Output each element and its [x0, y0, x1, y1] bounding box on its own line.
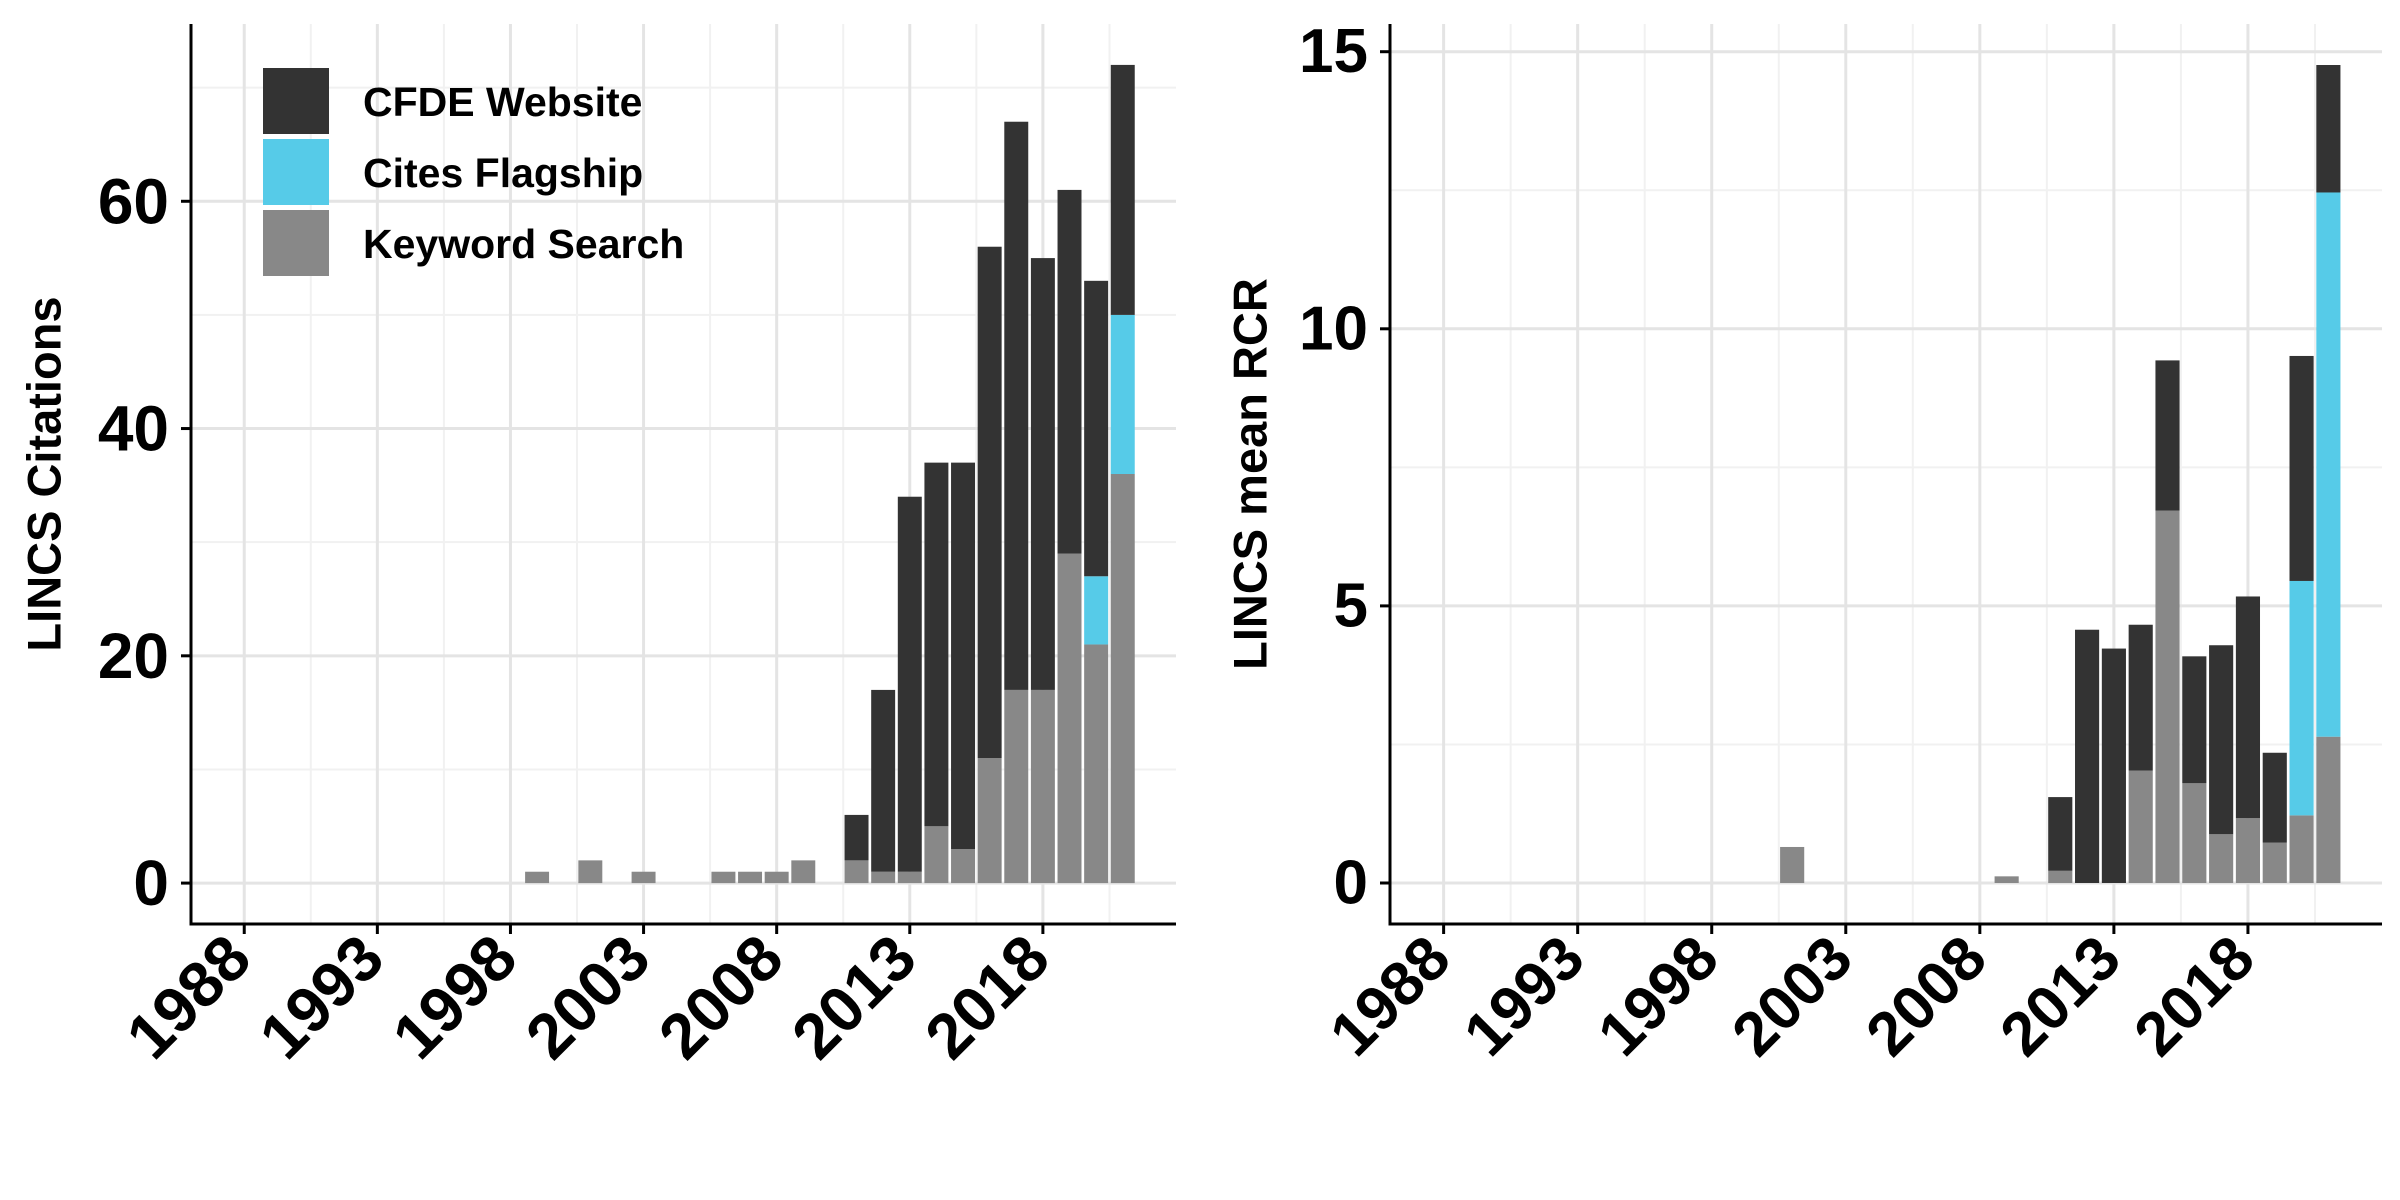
x-tick-label: 2003: [1719, 923, 1865, 1069]
bar-keyword-search: [2182, 783, 2207, 883]
x-tick-label: 2018: [2122, 923, 2268, 1069]
y-tick-label: 5: [1334, 571, 1368, 640]
bar-keyword-search: [2048, 870, 2073, 883]
bar-keyword-search: [1004, 689, 1029, 884]
bar-keyword-search: [1994, 876, 2019, 883]
bar-keyword-search: [791, 860, 816, 884]
bar-cfde-website: [2209, 645, 2234, 835]
y-tick-label: 15: [1299, 17, 1368, 86]
bar-keyword-search: [871, 871, 896, 884]
bar-cfde-website: [1084, 280, 1109, 577]
bar-cfde-website: [2128, 624, 2153, 771]
bar-cfde-website: [2235, 596, 2261, 819]
bar-cfde-website: [844, 814, 869, 861]
bar-cites-flagship: [1110, 314, 1135, 474]
x-tick-label: 1998: [379, 921, 531, 1073]
x-tick-label: 2013: [778, 921, 930, 1073]
legend-label-cites-flagship: Cites Flagship: [363, 150, 643, 196]
x-tick-label: 1993: [246, 921, 398, 1073]
bar-cfde-website: [1004, 121, 1029, 690]
bar-keyword-search: [897, 871, 922, 884]
bar-keyword-search: [2235, 818, 2261, 883]
bar-cfde-website: [1110, 64, 1135, 315]
bars: [525, 64, 1135, 884]
y-tick-label: 60: [98, 165, 169, 237]
bar-keyword-search: [2209, 834, 2234, 883]
bar-keyword-search: [1780, 846, 1805, 883]
legend-label-cfde-website: CFDE Website: [363, 79, 642, 125]
bar-cfde-website: [951, 462, 976, 849]
bar-keyword-search: [1030, 689, 1055, 884]
bar-keyword-search: [2316, 736, 2341, 883]
y-axis-title: LINCS Citations: [18, 296, 71, 651]
x-tick-label: 2013: [1987, 923, 2133, 1069]
y-tick-label: 40: [98, 393, 169, 465]
grid: [1390, 24, 2382, 924]
bar-keyword-search: [764, 871, 789, 884]
bar-keyword-search: [578, 860, 603, 884]
bar-keyword-search: [977, 758, 1002, 884]
bar-cfde-website: [897, 496, 922, 872]
y-tick-label: 10: [1299, 294, 1368, 363]
bar-cites-flagship: [1084, 576, 1109, 645]
legend: CFDE Website Cites Flagship Keyword Search: [263, 68, 684, 276]
bar-cfde-website: [2101, 648, 2126, 883]
bar-cites-flagship: [2316, 192, 2341, 737]
bar-keyword-search: [1084, 644, 1109, 884]
bar-keyword-search: [2155, 510, 2180, 883]
bar-cfde-website: [2155, 360, 2180, 511]
bar-cfde-website: [2289, 355, 2314, 581]
y-axis-title: LINCS mean RCR: [1224, 278, 1277, 670]
x-tick-label: 2008: [645, 921, 797, 1073]
x-tick-label: 1988: [1317, 923, 1463, 1069]
bar-keyword-search: [2262, 842, 2287, 883]
bar-keyword-search: [924, 826, 949, 884]
legend-swatch-keyword-search: [263, 210, 329, 276]
bar-cites-flagship: [2289, 580, 2314, 816]
bar-keyword-search: [844, 860, 869, 884]
bar-keyword-search: [951, 849, 976, 884]
bar-keyword-search: [2128, 770, 2153, 883]
x-tick-label: 2008: [1853, 923, 1999, 1069]
y-tick-label: 0: [133, 847, 169, 919]
x-tick-label: 1988: [113, 921, 265, 1073]
bar-cfde-website: [1030, 258, 1055, 690]
x-tick-label: 1998: [1585, 923, 1731, 1069]
x-tick-label: 2003: [512, 921, 664, 1073]
bar-cfde-website: [2048, 797, 2073, 871]
bar-cfde-website: [2075, 629, 2100, 883]
bar-cfde-website: [977, 246, 1002, 759]
bars: [1780, 65, 2341, 883]
x-tick-label: 2018: [911, 921, 1063, 1073]
x-tick-label: 1993: [1451, 923, 1597, 1069]
bar-cfde-website: [2316, 65, 2341, 193]
bar-cfde-website: [2182, 656, 2207, 784]
bar-cfde-website: [924, 462, 949, 827]
y-tick-label: 0: [1334, 848, 1368, 917]
bar-keyword-search: [525, 871, 550, 884]
bar-keyword-search: [631, 871, 656, 884]
bar-keyword-search: [1110, 474, 1135, 884]
bar-cfde-website: [1057, 189, 1082, 554]
legend-label-keyword-search: Keyword Search: [363, 221, 684, 267]
bar-cfde-website: [871, 689, 896, 872]
y-tick-label: 20: [98, 620, 169, 692]
bar-keyword-search: [711, 871, 736, 884]
bar-cfde-website: [2262, 752, 2287, 843]
bar-keyword-search: [738, 871, 763, 884]
bar-keyword-search: [1057, 553, 1082, 884]
bar-keyword-search: [2289, 815, 2314, 883]
legend-swatch-cfde-website: [263, 68, 329, 134]
legend-swatch-cites-flagship: [263, 139, 329, 205]
